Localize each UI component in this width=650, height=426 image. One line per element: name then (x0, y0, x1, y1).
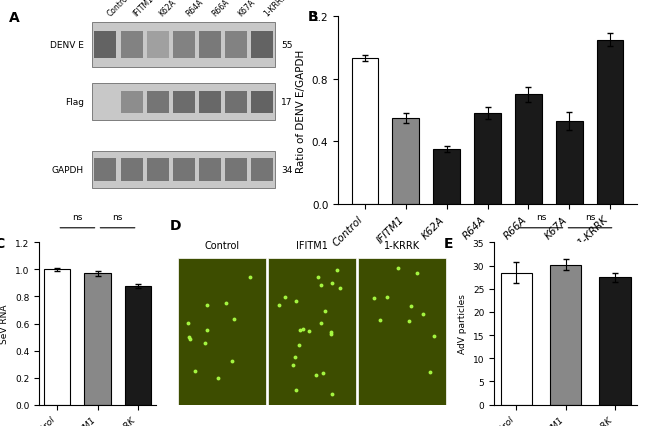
Bar (474, 114, 500, 204)
Text: E: E (444, 236, 454, 250)
Text: R66A: R66A (210, 0, 231, 19)
Bar (393, 118, 419, 204)
Bar (199, 92, 221, 114)
Bar (597, 40, 623, 204)
Bar (178, 258, 266, 405)
Bar (549, 265, 582, 405)
Bar (84, 274, 110, 405)
Y-axis label: AdV particles: AdV particles (458, 294, 467, 354)
Bar (92, 152, 276, 188)
Text: ns: ns (585, 213, 595, 222)
Bar (515, 95, 541, 204)
Text: B: B (308, 9, 318, 23)
Bar (500, 273, 532, 405)
Text: 1-KRRK: 1-KRRK (262, 0, 289, 19)
Bar (225, 32, 247, 59)
Text: ns: ns (112, 213, 123, 222)
Text: K67A: K67A (236, 0, 257, 19)
Text: D: D (170, 219, 181, 233)
Text: A: A (9, 11, 20, 25)
Bar (173, 159, 195, 181)
Text: IFITM1: IFITM1 (131, 0, 155, 19)
Bar (44, 270, 70, 405)
Text: Flag: Flag (65, 98, 84, 107)
Bar (434, 150, 460, 204)
Text: R64A: R64A (184, 0, 205, 19)
Text: ns: ns (536, 213, 546, 222)
Bar (252, 32, 273, 59)
Bar (199, 32, 221, 59)
Bar (94, 32, 116, 59)
Bar (147, 159, 168, 181)
Bar (92, 84, 276, 121)
Text: ns: ns (72, 213, 83, 222)
Text: 1-KRRK: 1-KRRK (384, 241, 420, 251)
Text: C: C (0, 236, 5, 250)
Text: 17: 17 (281, 98, 292, 107)
Bar (125, 286, 151, 405)
Bar (120, 159, 142, 181)
Bar (120, 32, 142, 59)
Bar (225, 159, 247, 181)
Bar (147, 32, 168, 59)
Text: 55: 55 (281, 41, 292, 50)
Text: Control: Control (105, 0, 131, 19)
Bar (225, 92, 247, 114)
Text: 34: 34 (281, 166, 292, 175)
Bar (556, 122, 582, 204)
Bar (352, 59, 378, 204)
Bar (173, 32, 195, 59)
Y-axis label: Ratio of DENV E/GAPDH: Ratio of DENV E/GAPDH (296, 49, 306, 172)
Text: IFITM1: IFITM1 (296, 241, 328, 251)
Bar (147, 92, 168, 114)
Text: GAPDH: GAPDH (51, 166, 84, 175)
Text: Control: Control (204, 241, 239, 251)
Bar (94, 159, 116, 181)
Text: K62A: K62A (158, 0, 178, 19)
Y-axis label: Relative intracellular
SeV RNA: Relative intracellular SeV RNA (0, 276, 9, 371)
Bar (120, 92, 142, 114)
Text: DENV E: DENV E (50, 41, 84, 50)
Bar (358, 258, 446, 405)
Bar (173, 92, 195, 114)
Bar (599, 277, 630, 405)
Bar (92, 23, 276, 68)
Bar (268, 258, 356, 405)
Bar (252, 159, 273, 181)
Bar (199, 159, 221, 181)
Bar (252, 92, 273, 114)
